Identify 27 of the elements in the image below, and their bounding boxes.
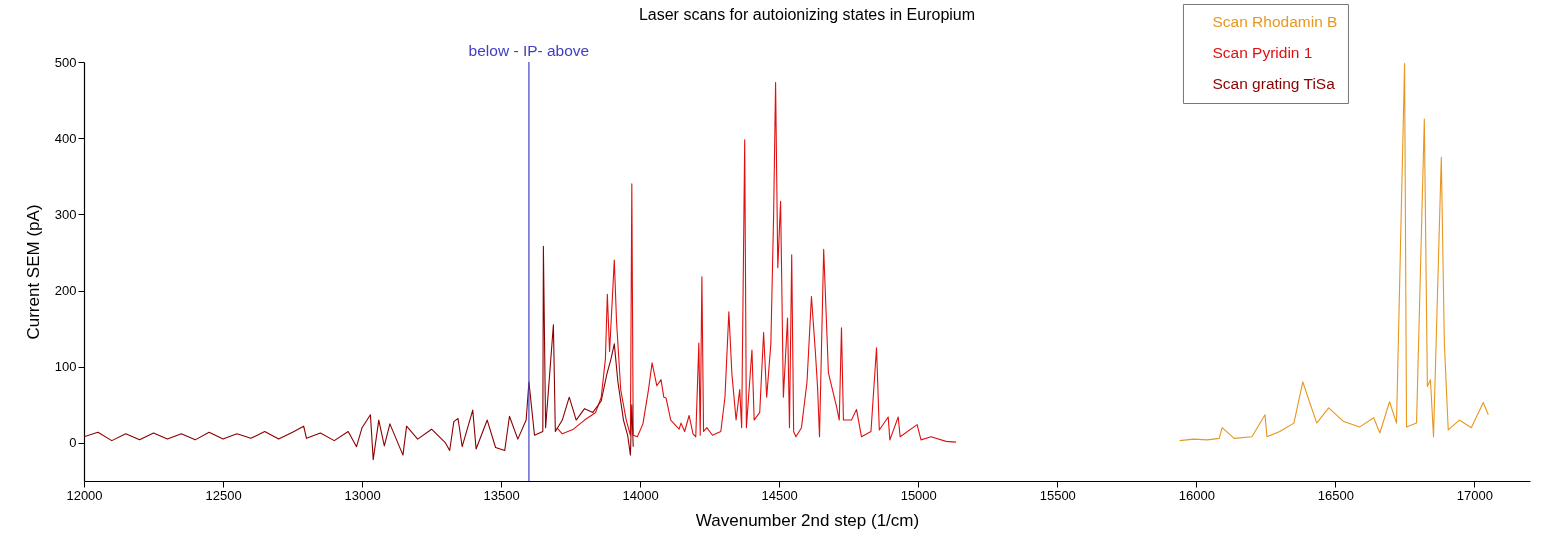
x-tick-label: 14000 [622, 487, 659, 503]
line-series [1179, 62, 1489, 442]
y-tick-label: 300 [54, 206, 77, 222]
x-tick-label: 15000 [900, 487, 937, 503]
y-tick-label: 100 [54, 359, 77, 375]
y-tick-label: 500 [54, 54, 77, 70]
x-tick-label: 17000 [1456, 487, 1493, 503]
x-tick-label: 15500 [1039, 487, 1076, 503]
x-axis-title: Wavenumber 2nd step (1/cm) [695, 510, 920, 530]
y-tick-label: 400 [54, 130, 77, 146]
x-tick-label: 13000 [344, 487, 381, 503]
x-tick-label: 16000 [1178, 487, 1215, 503]
text: Scan Rhodamin B [1212, 12, 1338, 30]
y-tick-label: 200 [54, 283, 77, 299]
x-tick-label: 13500 [483, 487, 520, 503]
x-tick-label: 14500 [761, 487, 798, 503]
y-tick-label: 0 [69, 435, 77, 451]
line-series [556, 82, 957, 443]
x-tick-label: 12500 [205, 487, 242, 503]
chart-title: Laser scans for autoionizing states in Europium [638, 6, 976, 23]
text: Scan Pyridin 1 [1212, 43, 1313, 61]
text: Scan grating TiSa [1212, 74, 1336, 92]
ref-line-label: below - IP- above [468, 42, 590, 59]
y-axis-title: Current SEM (pA) [23, 204, 43, 340]
line-series [84, 245, 634, 461]
x-tick-label: 16500 [1317, 487, 1354, 503]
x-tick-label: 12000 [66, 487, 103, 503]
